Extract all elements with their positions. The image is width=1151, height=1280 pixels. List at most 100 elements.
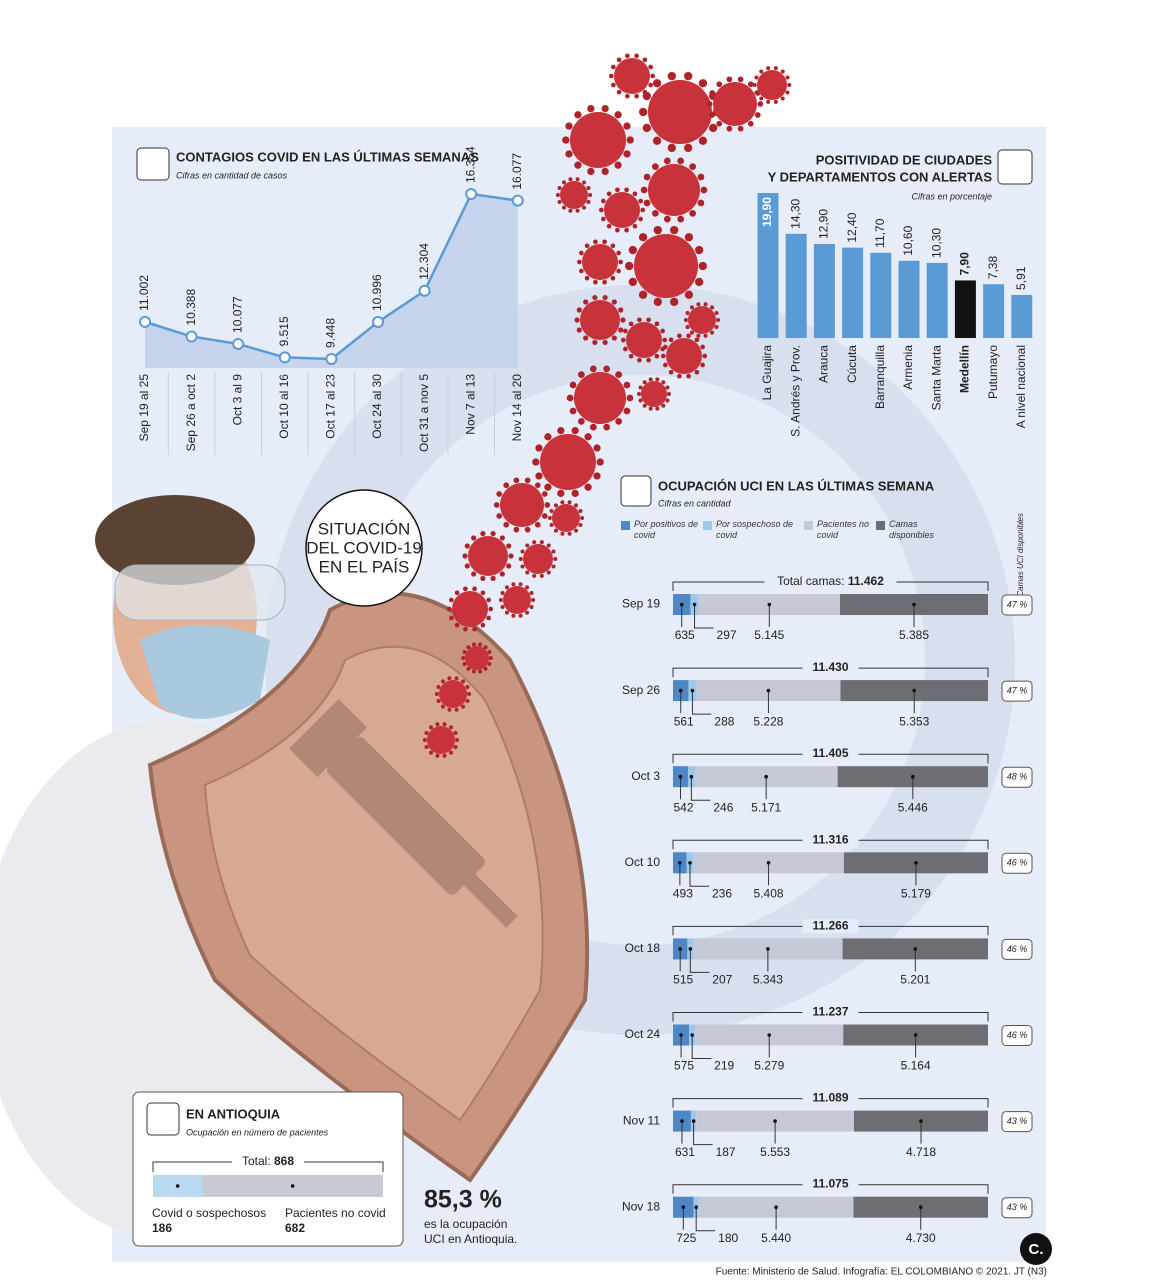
virus-body [452, 591, 488, 627]
virus-spike [696, 333, 701, 338]
virus-spike [747, 81, 754, 88]
virus-spike [628, 353, 634, 359]
bar [898, 260, 920, 338]
virus-spike [577, 371, 585, 379]
virus-spike [602, 339, 608, 346]
callout: DEL COVID-19 [306, 538, 422, 557]
legend-swatch [876, 521, 885, 530]
virus-spike [626, 394, 634, 402]
virus-spike [500, 604, 505, 609]
virus [422, 722, 460, 758]
chart-title: CONTAGIOS COVID EN LAS ÚLTIMAS SEMANAS [176, 149, 479, 164]
virus-spike [694, 277, 704, 287]
total-bg [802, 1177, 859, 1192]
virus-spike [499, 571, 505, 577]
value-label: 575 [674, 1059, 694, 1073]
leader-dot [910, 774, 915, 779]
point [511, 194, 524, 207]
virus-spike [574, 111, 582, 119]
virus-spike [462, 661, 467, 666]
virus [446, 586, 494, 632]
virus-spike [652, 79, 662, 88]
callout: EN EL PAÍS [319, 557, 410, 576]
virus-spike [531, 598, 536, 602]
virus-spike [603, 365, 611, 373]
virus-spike [551, 549, 556, 554]
virus-spike [698, 79, 708, 88]
virus-spike [553, 557, 558, 561]
virus-spike [506, 563, 512, 569]
virus-spike [624, 187, 629, 193]
virus-spike [623, 381, 631, 389]
virus [706, 76, 764, 132]
leader-dot [766, 947, 770, 951]
shield-inner [203, 645, 544, 1122]
virus-spike [603, 423, 611, 431]
virus-spike [525, 585, 530, 590]
leader [691, 1035, 712, 1059]
stat-text: UCI en Antioquia. [424, 1232, 517, 1246]
virus-spike [529, 591, 534, 596]
virus-spike [480, 575, 486, 582]
x-tick-label: Oct 10 al 16 [277, 374, 291, 439]
x-tick-label: Sep 26 a oct 2 [184, 374, 198, 452]
virus-spike [615, 187, 620, 193]
virus-spike [638, 216, 643, 222]
x-tick-label: S. Andrés y Prov. [788, 345, 802, 437]
pct-box [1001, 1111, 1033, 1133]
virus-spike [555, 193, 560, 197]
leader [695, 1207, 716, 1232]
virus-spike [628, 277, 638, 287]
virus-spike [638, 398, 643, 403]
virus-spike [638, 385, 643, 390]
virus-spike [615, 371, 623, 379]
virus-spike [618, 307, 624, 313]
virus-spike [503, 521, 510, 528]
virus-spike [496, 491, 503, 497]
total-bg [802, 1091, 859, 1106]
virus-spike [566, 394, 574, 402]
virus-spike [428, 750, 433, 755]
leader-dot [691, 1119, 696, 1123]
pct-label: 47 % [1007, 599, 1028, 609]
total-label: Total: 868 [242, 1154, 294, 1168]
leader-dot [679, 602, 684, 607]
value-label: 493 [673, 886, 693, 900]
virus-spike [463, 586, 468, 592]
virus-spike [616, 268, 621, 274]
total-value: 11.430 [812, 660, 848, 674]
point [139, 315, 151, 328]
virus-spike [562, 136, 570, 144]
total-value: 11.237 [812, 1005, 848, 1019]
virus-body [648, 80, 712, 144]
leader-dot [680, 1119, 684, 1123]
virus-spike [565, 122, 573, 130]
total-bg [802, 747, 859, 762]
virus-spike [576, 307, 582, 313]
virus-spike [532, 540, 537, 545]
virus-spike [646, 357, 651, 363]
virus-spike [747, 120, 754, 127]
virus-spike [694, 245, 704, 255]
value-label: 10,60 [901, 225, 915, 255]
total-label: 11.089 [812, 1091, 848, 1105]
virus-body [468, 536, 508, 576]
virus-body [614, 58, 650, 94]
value-label: 236 [712, 886, 732, 900]
category-label: Nov 18 [622, 1199, 660, 1213]
virus-spike [610, 275, 616, 281]
virus-spike [434, 692, 439, 696]
x-tick-label: Oct 3 al 9 [230, 374, 244, 426]
value-label: 5.446 [898, 800, 928, 814]
virus-body [552, 504, 580, 532]
virus-spike [618, 259, 624, 265]
virus-spike [668, 337, 674, 343]
virus-spike [422, 738, 427, 742]
virus-spike [524, 477, 531, 484]
virus-spike [726, 76, 733, 83]
virus-body [648, 164, 700, 216]
virus-spike [586, 199, 591, 204]
virus [434, 676, 472, 712]
virus-spike [640, 207, 646, 213]
virus-spike [757, 101, 764, 107]
